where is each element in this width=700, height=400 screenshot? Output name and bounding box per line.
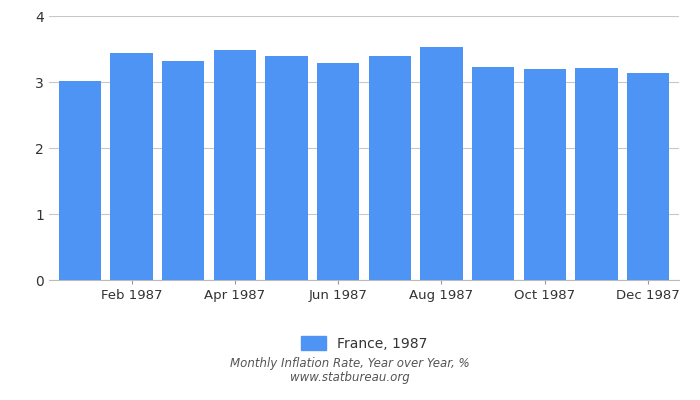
Text: www.statbureau.org: www.statbureau.org (290, 372, 410, 384)
Bar (111, 53, 153, 280)
Bar (626, 74, 669, 280)
Bar (524, 69, 566, 280)
Text: Monthly Inflation Rate, Year over Year, %: Monthly Inflation Rate, Year over Year, … (230, 358, 470, 370)
Bar (265, 56, 308, 280)
Bar (369, 56, 411, 280)
Bar (214, 50, 256, 280)
Bar (59, 81, 102, 280)
Bar (317, 63, 359, 280)
Bar (472, 68, 514, 280)
Legend: France, 1987: France, 1987 (294, 329, 434, 358)
Bar (575, 68, 617, 280)
Bar (420, 47, 463, 280)
Bar (162, 61, 204, 280)
